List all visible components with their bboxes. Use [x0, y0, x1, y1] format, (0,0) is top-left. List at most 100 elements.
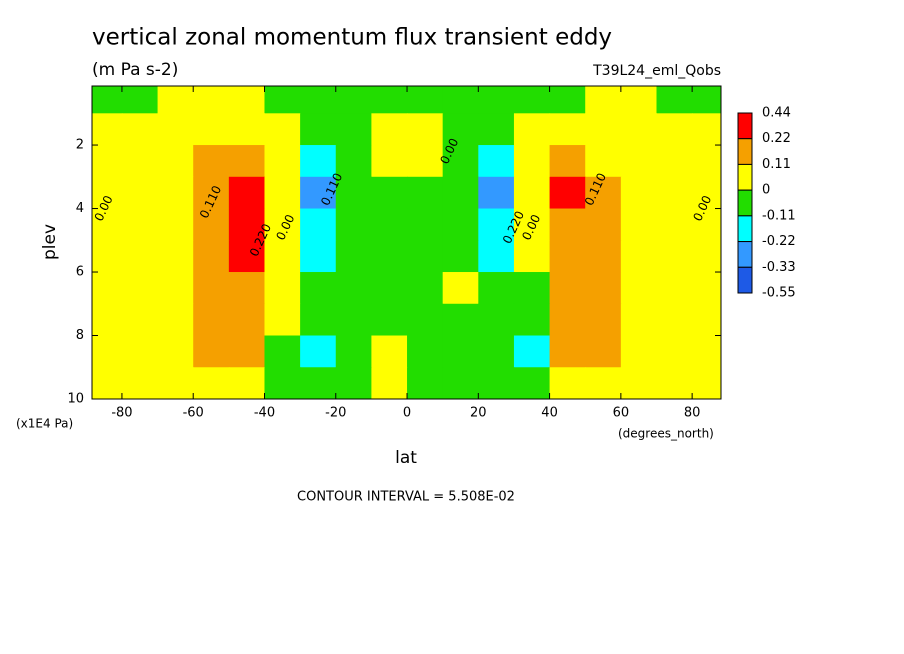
- contour-cell: [228, 367, 265, 400]
- contour-cell: [371, 303, 408, 337]
- colorbar-label: 0.22: [762, 131, 791, 146]
- contour-cell: [371, 335, 408, 368]
- contour-cell: [335, 176, 372, 210]
- colorbar-box: [737, 163, 753, 191]
- y-tick-label: 2: [76, 138, 84, 153]
- contour-cell: [513, 335, 551, 368]
- contour-cell: [692, 113, 722, 146]
- contour-cell: [264, 240, 301, 273]
- contour-cell: [692, 176, 722, 210]
- contour-cell: [264, 145, 301, 178]
- contour-cell: [656, 240, 693, 273]
- x-units: (degrees_north): [618, 427, 714, 441]
- contour-cell: [442, 367, 479, 400]
- contour-cell: [264, 86, 301, 114]
- contour-cell: [300, 113, 337, 146]
- contour-cell: [656, 86, 693, 114]
- contour-cell: [371, 208, 408, 241]
- contour-cell: [549, 86, 586, 114]
- contour-cell: [300, 367, 337, 400]
- contour-cell: [228, 335, 265, 368]
- contour-cell: [193, 113, 230, 146]
- y-tick-label: 4: [76, 201, 84, 216]
- contour-cell: [585, 240, 622, 273]
- contour-cell: [92, 367, 123, 400]
- colorbar-box: [737, 266, 753, 294]
- contour-cell: [193, 303, 230, 337]
- y-units: (x1E4 Pa): [16, 417, 73, 431]
- contour-cell: [300, 272, 337, 305]
- contour-cell: [442, 208, 479, 241]
- contour-cell: [193, 176, 230, 210]
- contour-cell: [620, 367, 657, 400]
- x-axis-label: lat: [395, 448, 417, 468]
- contour-cell: [371, 367, 408, 400]
- y-tick-label: 8: [76, 328, 84, 343]
- contour-cell: [157, 335, 194, 368]
- contour-cell: [585, 176, 622, 210]
- contour-cell: [478, 145, 515, 178]
- contour-cell: [442, 272, 479, 305]
- contour-cell: [513, 176, 551, 210]
- contour-cell: [407, 367, 444, 400]
- contour-cell: [300, 335, 337, 368]
- contour-cell: [692, 240, 722, 273]
- contour-cell: [121, 335, 159, 368]
- contour-cell: [478, 367, 515, 400]
- contour-cell: [300, 145, 337, 178]
- contour-cell: [157, 208, 194, 241]
- contour-cell: [92, 240, 123, 273]
- contour-cell: [193, 86, 230, 114]
- contour-cell: [371, 86, 408, 114]
- colorbar-label: -0.22: [762, 234, 796, 249]
- contour-cell: [656, 367, 693, 400]
- colorbar-label: 0: [762, 183, 770, 198]
- contour-cell: [121, 208, 159, 241]
- contour-cell: [157, 113, 194, 146]
- contour-cell: [228, 240, 265, 273]
- contour-cell: [692, 335, 722, 368]
- contour-cell: [92, 335, 123, 368]
- contour-cell: [228, 176, 265, 210]
- plot-area: [92, 86, 722, 400]
- contour-cell: [513, 113, 551, 146]
- contour-cell: [300, 86, 337, 114]
- contour-cell: [335, 145, 372, 178]
- colorbar-box: [737, 241, 753, 268]
- contour-cell: [407, 303, 444, 337]
- contour-cell: [620, 303, 657, 337]
- contour-cell: [549, 303, 586, 337]
- contour-cell: [228, 208, 265, 241]
- contour-cell: [92, 176, 123, 210]
- contour-cell: [335, 208, 372, 241]
- contour-cell: [656, 272, 693, 305]
- contour-cell: [585, 335, 622, 368]
- x-tick-label: 80: [684, 406, 701, 421]
- contour-cell: [692, 208, 722, 241]
- contour-cell: [692, 303, 722, 337]
- x-tick-label: 0: [403, 406, 411, 421]
- contour-cell: [121, 272, 159, 305]
- contour-cell: [478, 176, 515, 210]
- x-tick-label: 20: [470, 406, 487, 421]
- x-tick-label: 60: [613, 406, 630, 421]
- contour-cell: [585, 272, 622, 305]
- contour-cell: [300, 208, 337, 241]
- contour-cell: [193, 145, 230, 178]
- contour-cell: [549, 113, 586, 146]
- contour-cell: [92, 272, 123, 305]
- contour-cell: [692, 367, 722, 400]
- contour-cell: [157, 303, 194, 337]
- contour-cell: [549, 335, 586, 368]
- contour-cell: [92, 145, 123, 178]
- contour-cell: [335, 335, 372, 368]
- contour-cell: [513, 145, 551, 178]
- contour-cell: [442, 86, 479, 114]
- colorbar-label: -0.55: [762, 286, 796, 301]
- colorbar-label: 0.11: [762, 157, 791, 172]
- contour-cell: [620, 208, 657, 241]
- subtitle: (m Pa s-2): [92, 60, 178, 80]
- contour-cell: [193, 335, 230, 368]
- dataset-label: T39L24_eml_Qobs: [592, 63, 721, 79]
